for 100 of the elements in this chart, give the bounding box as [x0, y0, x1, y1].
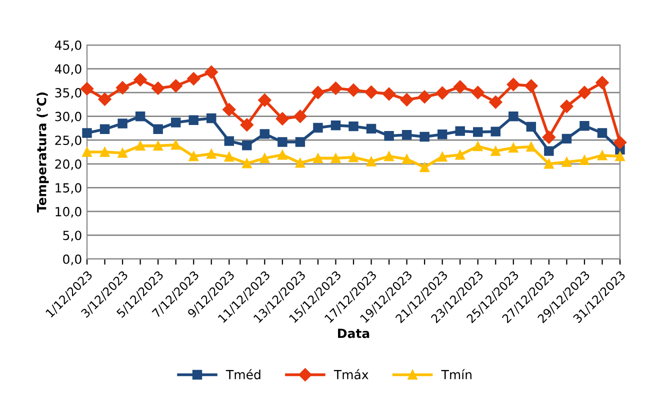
- point: [366, 124, 376, 134]
- point: [330, 120, 341, 130]
- point: [506, 78, 520, 92]
- point: [135, 140, 146, 151]
- point: [151, 82, 165, 95]
- point: [418, 90, 432, 104]
- point: [562, 134, 572, 144]
- point: [242, 140, 252, 150]
- point: [508, 111, 518, 122]
- x-axis-title: Data: [338, 328, 370, 338]
- point: [169, 79, 182, 92]
- point: [206, 149, 216, 159]
- point: [560, 100, 574, 113]
- point: [420, 162, 430, 172]
- point: [170, 140, 181, 150]
- legend-label: Tmáx: [334, 369, 368, 380]
- point: [437, 130, 448, 140]
- point: [313, 122, 323, 133]
- point: [364, 85, 378, 99]
- point: [613, 136, 627, 150]
- point: [420, 132, 430, 142]
- point: [400, 93, 414, 106]
- point: [134, 73, 147, 86]
- legend-label: Tmín: [441, 369, 472, 380]
- point: [118, 118, 128, 128]
- point: [562, 157, 572, 167]
- point: [224, 136, 234, 146]
- point: [384, 130, 394, 141]
- point: [402, 154, 412, 164]
- point: [526, 142, 536, 152]
- y-tick-label: 5,0: [63, 230, 82, 242]
- point: [82, 128, 92, 138]
- point: [382, 87, 396, 101]
- point: [524, 79, 538, 92]
- y-tick-label: 45,0: [54, 40, 82, 52]
- point: [490, 146, 500, 156]
- point: [348, 121, 358, 132]
- point: [153, 124, 163, 134]
- point: [294, 110, 307, 123]
- point: [437, 152, 448, 162]
- point: [188, 151, 198, 162]
- point: [473, 141, 483, 152]
- y-axis-title: Temperatura (°C): [36, 92, 49, 212]
- point: [295, 137, 306, 147]
- y-tick-label: 35,0: [55, 88, 82, 99]
- point: [596, 76, 609, 90]
- point: [454, 80, 467, 94]
- point: [260, 129, 270, 139]
- point: [276, 112, 290, 126]
- point: [473, 127, 483, 137]
- point: [187, 72, 200, 86]
- point: [258, 94, 272, 107]
- y-tick-label: 15,0: [56, 183, 82, 194]
- y-tick-label: 10,0: [56, 206, 82, 218]
- point: [597, 128, 608, 138]
- point: [348, 152, 358, 162]
- y-tick-label: 0,0: [63, 254, 82, 266]
- point: [597, 150, 608, 160]
- y-tick-label: 25,0: [55, 136, 82, 146]
- point: [580, 155, 590, 165]
- point: [436, 86, 449, 100]
- point: [224, 152, 234, 162]
- point: [313, 153, 323, 164]
- point: [311, 86, 325, 100]
- point: [384, 151, 394, 162]
- point: [170, 118, 181, 128]
- point: [98, 92, 112, 106]
- point: [508, 142, 518, 153]
- point: [82, 147, 92, 157]
- point: [544, 146, 554, 156]
- point: [80, 82, 94, 96]
- point: [578, 86, 592, 100]
- point: [330, 153, 341, 164]
- y-tick-label: 40,0: [54, 64, 82, 75]
- point: [206, 113, 216, 124]
- point: [135, 111, 146, 122]
- y-tick-label: 30,0: [55, 112, 82, 123]
- point: [366, 156, 376, 166]
- point: [260, 153, 270, 164]
- point: [489, 95, 502, 109]
- point: [346, 84, 360, 97]
- point: [329, 82, 342, 95]
- point: [615, 151, 625, 162]
- point: [204, 66, 218, 79]
- point: [490, 126, 500, 136]
- point: [100, 124, 110, 134]
- point: [188, 115, 198, 125]
- point: [242, 158, 252, 168]
- y-tick-label: 20,0: [55, 159, 82, 170]
- point: [526, 122, 536, 132]
- point: [116, 81, 130, 94]
- point: [240, 118, 254, 132]
- point: [153, 140, 163, 151]
- point: [542, 130, 556, 144]
- point: [544, 159, 554, 169]
- point: [222, 103, 236, 116]
- legend-label: Tméd: [226, 369, 260, 380]
- point: [455, 150, 465, 160]
- point: [100, 147, 110, 157]
- point: [471, 86, 484, 100]
